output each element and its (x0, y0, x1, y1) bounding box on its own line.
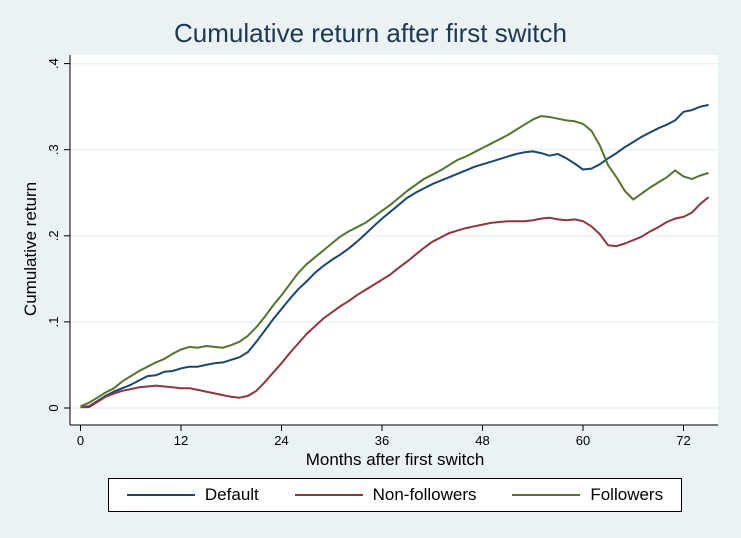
x-axis-title: Months after first switch (306, 450, 485, 469)
legend-item: Default (126, 485, 259, 505)
x-tick-label: 24 (274, 433, 288, 448)
y-tick-label: .1 (46, 316, 61, 327)
legend: Default Non-followers Followers (108, 478, 682, 512)
legend-label: Non-followers (372, 485, 477, 504)
y-tick-label: 0 (46, 404, 61, 411)
y-tick-label: .3 (46, 144, 61, 155)
legend-item: Non-followers (294, 485, 477, 505)
legend-label: Default (204, 485, 259, 504)
x-tick-label: 60 (576, 433, 590, 448)
legend-swatch (512, 494, 581, 496)
series-line-followers (80, 115, 709, 408)
legend-item: Followers (512, 485, 663, 505)
axes: 0 .1 .2 .3 .4 0 12 24 36 48 60 72 (46, 55, 718, 448)
y-axis-title: Cumulative return (21, 182, 40, 316)
x-tick-label: 0 (77, 433, 84, 448)
legend-swatch (126, 494, 195, 496)
series-line-default (80, 103, 709, 409)
y-tick-label: .4 (46, 58, 61, 69)
legend-swatch (294, 494, 363, 496)
x-tick-label: 12 (174, 433, 188, 448)
series-layer (80, 103, 710, 409)
series-line-non-followers (80, 196, 710, 409)
y-tick-label: .2 (46, 230, 61, 241)
x-tick-label: 72 (676, 433, 690, 448)
plot-background (70, 55, 718, 425)
chart-title: Cumulative return after first switch (173, 18, 567, 48)
gridlines (70, 62, 718, 409)
x-tick-label: 36 (375, 433, 389, 448)
x-tick-label: 48 (475, 433, 489, 448)
legend-label: Followers (590, 485, 664, 504)
